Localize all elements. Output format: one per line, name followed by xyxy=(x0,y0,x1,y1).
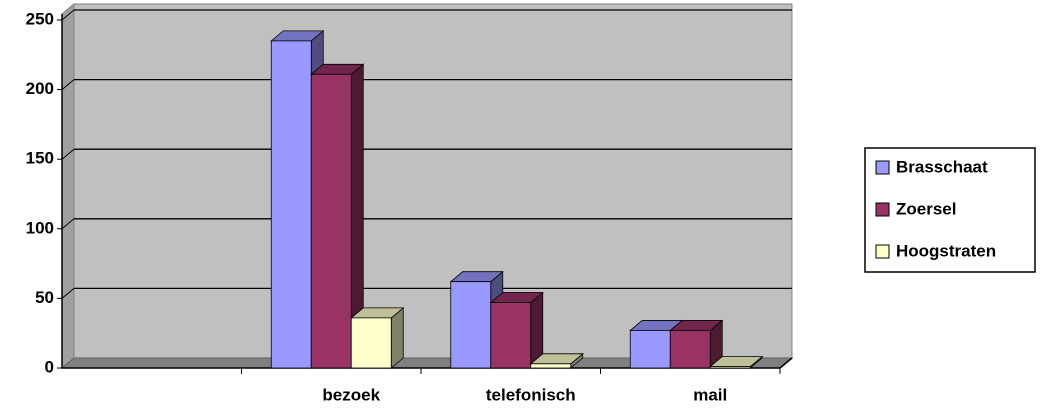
bar xyxy=(310,73,352,369)
bar xyxy=(629,330,671,369)
y-tick-label: 200 xyxy=(26,79,54,98)
bar xyxy=(709,366,751,369)
y-tick-label: 100 xyxy=(26,218,54,237)
back-wall xyxy=(73,3,793,359)
y-tick-label: 150 xyxy=(26,149,54,168)
y-tick-label: 50 xyxy=(35,288,54,307)
legend-label: Hoogstraten xyxy=(896,241,996,260)
grid-line-side xyxy=(61,9,75,21)
bar xyxy=(450,281,492,369)
grid-line-side xyxy=(61,218,75,230)
legend-swatch xyxy=(875,244,890,259)
x-tick-label: bezoek xyxy=(322,385,380,404)
bar xyxy=(669,330,711,369)
y-tick-label: 0 xyxy=(45,357,54,376)
grid-line-side xyxy=(61,148,75,160)
x-tick-label: telefonisch xyxy=(486,385,576,404)
x-tick-label: mail xyxy=(693,385,727,404)
grid-line-side xyxy=(61,79,75,90)
legend-label: Brasschaat xyxy=(896,157,988,176)
legend-box xyxy=(864,147,1036,273)
legend-swatch xyxy=(875,160,890,175)
legend-swatch xyxy=(875,202,890,217)
x-axis-end xyxy=(779,357,793,369)
bar xyxy=(490,302,532,369)
grid-line-side xyxy=(61,288,75,299)
legend-label: Zoersel xyxy=(896,199,956,218)
bar xyxy=(270,40,312,369)
side-wall xyxy=(61,2,75,370)
y-tick-label: 250 xyxy=(26,9,54,28)
bar xyxy=(530,363,572,369)
bar xyxy=(350,317,392,369)
